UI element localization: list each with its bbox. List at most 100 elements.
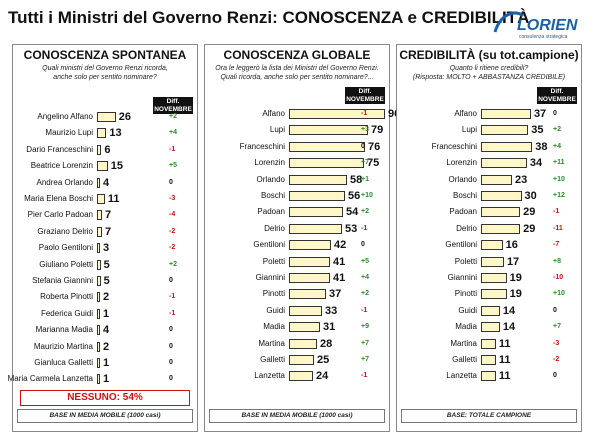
bar-row: Delrio 29 -11 [397, 222, 581, 236]
diff-label: 0 [361, 241, 365, 249]
bar-row: Boschi 56 +10 [205, 189, 389, 203]
bar-row: Lupi 79 +3 [205, 123, 389, 137]
diff-label: -7 [553, 241, 560, 249]
bar-row: Poletti 17 +8 [397, 255, 581, 269]
bar-row: Pier Carlo Padoan 7 -4 [13, 208, 197, 222]
diff-label: -1 [169, 145, 176, 153]
bar [481, 141, 533, 152]
bar-row: Lorenzin 75 +7 [205, 156, 389, 170]
category-label: Padoan [257, 207, 285, 217]
category-label: Beatrice Lorenzin [30, 161, 93, 171]
bar [481, 273, 507, 283]
category-label: Lorenzin [446, 158, 477, 168]
bar [97, 128, 107, 139]
diff-legend: Diff. NOVEMBRE [153, 97, 193, 114]
bar-row: Alfano 96 -1 [205, 107, 400, 121]
category-label: Padoan [449, 207, 477, 217]
bar-row: Orlando 23 +10 [397, 173, 581, 187]
bar-row: Lupi 35 +2 [397, 123, 581, 137]
bar [97, 259, 101, 270]
category-label: Giuliano Poletti [39, 259, 93, 269]
panel-conoscenza-spontanea: CONOSCENZA SPONTANEA Quali ministri del … [8, 44, 198, 432]
value-label: 41 [333, 255, 346, 268]
value-label: 42 [334, 239, 347, 252]
value-label: 29 [523, 206, 536, 219]
bar [481, 174, 513, 185]
category-label: Delrio [264, 223, 285, 233]
diff-label: -3 [553, 339, 560, 347]
bar [289, 273, 330, 283]
bar [289, 338, 317, 349]
bar [289, 240, 331, 251]
category-label: Orlando [256, 174, 285, 184]
diff-label: 0 [169, 359, 173, 366]
bar-row: Paolo Gentiloni 3 -2 [13, 241, 197, 255]
diff-label: +7 [553, 323, 561, 331]
bar [97, 194, 105, 204]
value-label: 29 [523, 222, 536, 235]
bar-row: Federica Guidi 1 -1 [13, 307, 197, 321]
bar-row: Marianna Madia 4 0 [13, 323, 197, 337]
category-label: Martina [258, 338, 285, 348]
diff-label: +11 [553, 159, 565, 167]
diff-label: +5 [361, 257, 369, 265]
category-label: Stefania Giannini [32, 276, 93, 285]
category-label: Lanzetta [254, 371, 285, 381]
bar [289, 305, 322, 316]
bar-row: Dario Franceschini 6 -1 [13, 143, 197, 157]
value-label: 41 [333, 272, 346, 284]
bar-row: Padoan 54 +2 [205, 205, 389, 219]
bar [289, 191, 345, 201]
bar-row: Franceschini 76 0 [205, 140, 389, 154]
diff-label: +2 [169, 260, 177, 268]
panel-title: CONOSCENZA GLOBALE [223, 48, 371, 62]
diff-label: +2 [169, 113, 177, 120]
value-label: 5 [103, 258, 110, 271]
category-label: Pinotti [454, 289, 477, 299]
bar [289, 174, 347, 185]
diff-label: +9 [361, 323, 369, 331]
category-label: Madia [455, 322, 477, 332]
category-label: Dario Franceschini [26, 144, 93, 154]
diff-label: 0 [169, 375, 173, 383]
bar-row: Galletti 11 -2 [397, 353, 581, 367]
diff-label: +2 [361, 208, 369, 216]
value-label: 5 [103, 275, 110, 287]
bar [97, 341, 100, 352]
category-label: Poletti [262, 256, 285, 266]
value-label: 13 [109, 127, 122, 140]
panel-title: CREDIBILITÀ (su tot.campione) [399, 48, 579, 62]
value-label: 37 [533, 108, 547, 120]
bar-row: Gentiloni 42 0 [205, 238, 389, 252]
bar-row: Orlando 58 +1 [205, 173, 389, 187]
bar [289, 141, 365, 152]
value-label: 7 [105, 225, 112, 238]
base-note: BASE IN MEDIA MOBILE (1000 casi) [209, 409, 385, 423]
panel-question: Quali ministri del Governo Renzi ricorda… [42, 65, 168, 81]
value-label: 25 [317, 354, 330, 366]
diff-label: -1 [361, 306, 368, 314]
diff-label: 0 [361, 142, 365, 150]
value-label: 76 [368, 140, 381, 153]
value-label: 1 [103, 307, 110, 320]
bar [97, 358, 100, 368]
value-label: 7 [105, 209, 112, 222]
diff-label: 0 [169, 326, 173, 334]
diff-label: 0 [553, 306, 557, 314]
category-label: Maurizio Martina [33, 341, 93, 351]
value-label: 11 [498, 337, 511, 350]
bar [97, 292, 100, 303]
category-label: Giannini [255, 273, 285, 282]
category-label: Giannini [447, 273, 477, 282]
category-label: Boschi [260, 191, 285, 200]
diff-label: -1 [169, 309, 176, 317]
diff-label: +12 [553, 192, 565, 199]
bar [289, 125, 368, 136]
category-label: Lupi [461, 125, 477, 135]
diff-legend: Diff. NOVEMBRE [537, 87, 577, 104]
category-label: Madia [263, 322, 285, 332]
bar-row: Maurizio Lupi 13 +4 [13, 126, 197, 140]
diff-label: 0 [169, 342, 173, 350]
bar [481, 289, 507, 300]
category-label: Paolo Gentiloni [38, 243, 93, 253]
